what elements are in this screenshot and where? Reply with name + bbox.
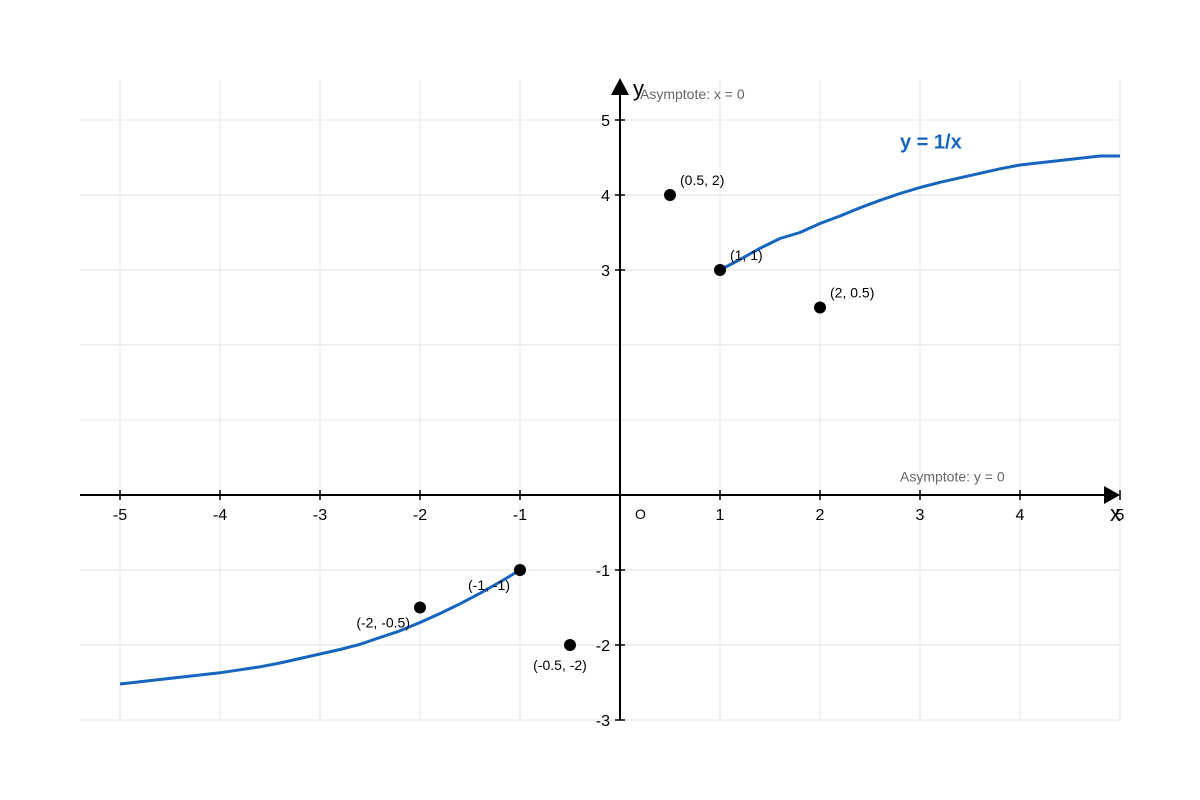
x-tick-label: -1: [513, 507, 527, 524]
x-tick-label: -5: [113, 507, 127, 524]
y-tick-label: 5: [601, 113, 610, 130]
x-tick-label: -2: [413, 507, 427, 524]
data-point: [814, 301, 826, 314]
data-point: [664, 189, 676, 201]
y-tick-label: 3: [601, 263, 610, 280]
y-axis-arrow-icon: [611, 78, 629, 95]
data-point-label: (-0.5, -2): [533, 657, 587, 673]
curve-branch-positive: [719, 154, 1120, 272]
data-point: [564, 639, 576, 651]
y-tick-label: -2: [596, 638, 610, 655]
data-point-label: (0.5, 2): [680, 172, 724, 188]
data-point-label: (-1, -1): [468, 577, 510, 593]
x-tick-label: 1: [716, 507, 725, 524]
y-tick-label: 4: [601, 188, 610, 205]
origin-label: O: [635, 506, 646, 522]
asymptote-y-label: Asymptote: y = 0: [900, 469, 1005, 485]
y-tick-label: -1: [596, 563, 610, 580]
data-point-label: (2, 0.5): [830, 285, 874, 301]
data-point: [714, 264, 726, 276]
x-tick-label: 2: [816, 507, 825, 524]
points-layer: [414, 189, 826, 651]
curve-branch-negative: [119, 568, 521, 686]
curve-layer: [119, 154, 1120, 686]
y-tick-label: -3: [596, 713, 610, 730]
x-tick-label: 3: [916, 507, 925, 524]
axes: -5 -4 -3 -2 -1 1 2 3 4 5 -3 -2 -1 3 4 5 O x y: [80, 76, 1125, 730]
data-point: [514, 564, 526, 576]
x-tick-label: 5: [1116, 507, 1125, 524]
x-tick-label: -3: [313, 507, 327, 524]
data-point: [414, 601, 426, 614]
curve-label: y = 1/x: [900, 132, 962, 154]
x-axis-arrow-icon: [1104, 486, 1120, 504]
x-tick-label: 4: [1016, 507, 1025, 524]
data-point-label: (1, 1): [730, 247, 763, 263]
y-axis-label: y: [633, 76, 644, 101]
asymptote-x-label: Asymptote: x = 0: [640, 86, 745, 102]
x-tick-label: -4: [213, 507, 227, 524]
data-point-label: (-2, -0.5): [356, 615, 410, 631]
labels-layer: (0.5, 2) (1, 1) (2, 0.5) (-1, -1) (-2, -0.5)…: [356, 86, 1005, 673]
x-axis-label: x: [1110, 501, 1121, 526]
